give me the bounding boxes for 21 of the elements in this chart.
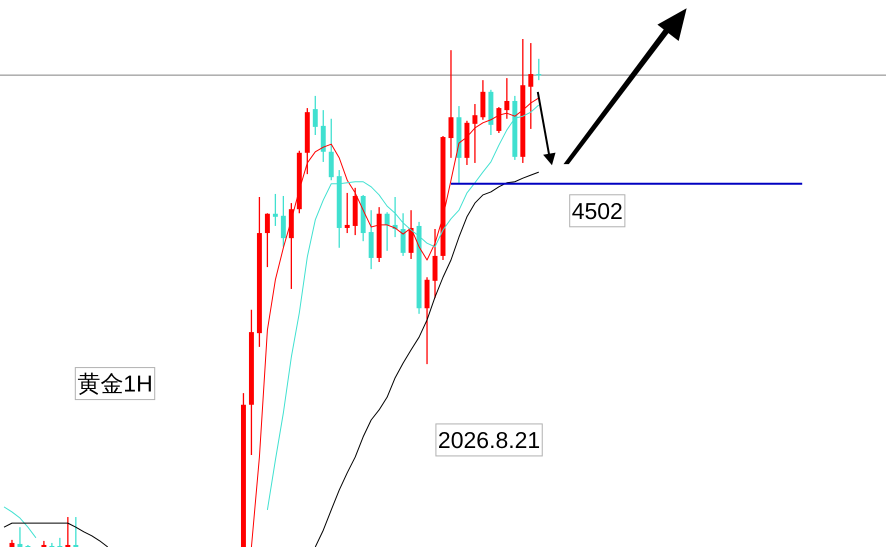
candlestick bbox=[384, 212, 390, 252]
candlestick bbox=[400, 212, 406, 257]
candlestick bbox=[536, 58, 542, 81]
candlestick bbox=[17, 526, 22, 547]
candlestick bbox=[472, 103, 478, 164]
candlestick bbox=[73, 516, 78, 547]
annotation: 4502 bbox=[569, 194, 626, 228]
candlestick bbox=[344, 192, 350, 234]
candlestick bbox=[264, 212, 270, 268]
candlestick bbox=[448, 50, 454, 159]
candlestick bbox=[272, 193, 278, 227]
candlestick bbox=[496, 106, 502, 134]
candlestick bbox=[312, 95, 318, 136]
candlestick bbox=[49, 542, 54, 547]
candlestick bbox=[504, 77, 510, 120]
annotation: 2026.8.21 bbox=[435, 423, 543, 456]
candlestick bbox=[57, 537, 62, 547]
candlestick bbox=[65, 516, 70, 547]
candlestick bbox=[528, 42, 534, 130]
candlestick bbox=[280, 195, 286, 248]
annotation: 黄金1H bbox=[74, 367, 156, 400]
